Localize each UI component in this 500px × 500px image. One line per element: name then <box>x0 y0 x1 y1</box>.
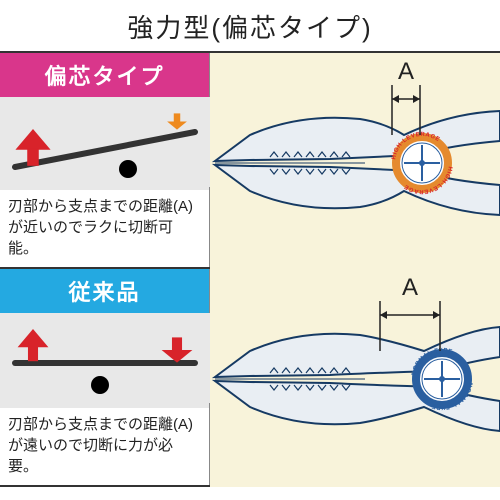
svg-text:A: A <box>402 274 418 301</box>
pliers-diagram: HIGH-LEVERAGE HIGH-LEVERAGE A <box>210 53 500 267</box>
page-title: 強力型(偏芯タイプ) <box>0 0 500 51</box>
svg-text:A: A <box>398 58 414 85</box>
comparison-row: 偏芯タイプ 刃部から支点までの距離(A)が近いのでラクに切断可能。 H <box>0 51 500 269</box>
comparison-row: 従来品 刃部から支点までの距離(A)が遠いので切断に力が必要。 NOR <box>0 269 500 487</box>
pliers-diagram: NORMAL TYPE NORMAL TYPE A <box>210 269 500 485</box>
type-tag: 偏芯タイプ <box>0 53 209 97</box>
caption-text: 刃部から支点までの距離(A)が近いのでラクに切断可能。 <box>0 190 209 267</box>
caption-text: 刃部から支点までの距離(A)が遠いので切断に力が必要。 <box>0 408 209 485</box>
lever-diagram <box>0 313 209 408</box>
type-tag: 従来品 <box>0 269 209 313</box>
lever-diagram <box>0 97 209 190</box>
left-panel: 偏芯タイプ 刃部から支点までの距離(A)が近いのでラクに切断可能。 <box>0 53 210 267</box>
left-panel: 従来品 刃部から支点までの距離(A)が遠いので切断に力が必要。 <box>0 269 210 485</box>
